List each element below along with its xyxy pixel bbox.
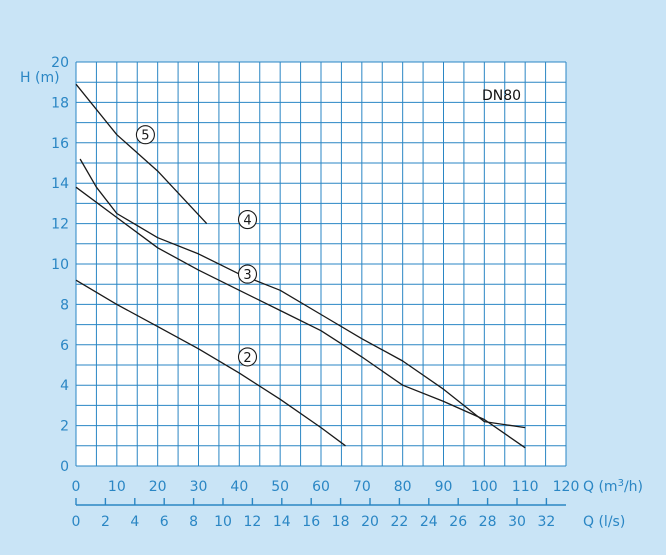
- svg-text:2: 2: [243, 351, 251, 366]
- y-tick-label: 8: [60, 297, 69, 313]
- svg-text:4: 4: [243, 214, 251, 229]
- curves: [75, 83, 526, 449]
- x2-tick-label: 22: [390, 514, 408, 530]
- curve-label-3: 3: [237, 264, 258, 284]
- svg-text:5: 5: [141, 129, 149, 144]
- curve-2: [75, 279, 346, 447]
- y-tick-label: 10: [51, 257, 69, 273]
- curve-3: [75, 186, 526, 449]
- x-tick-label: 40: [230, 479, 248, 495]
- x-tick-label: 110: [512, 479, 539, 495]
- x2-tick-label: 18: [332, 514, 350, 530]
- curve-label-4: 4: [237, 210, 258, 230]
- x2-tick-label: 12: [243, 514, 261, 530]
- curve-labels: 2 3 4 5: [135, 125, 258, 367]
- y-tick-label: 2: [60, 419, 69, 435]
- dn80-annotation: DN80: [482, 88, 521, 104]
- y-tick-label: 12: [51, 217, 69, 233]
- svg-text:3: 3: [243, 268, 251, 283]
- x2-tick-label: 0: [72, 514, 81, 530]
- x2-tick-label: 6: [160, 514, 169, 530]
- x-tick-label: 50: [271, 479, 289, 495]
- x-tick-label: 20: [149, 479, 167, 495]
- y-tick-label: 20: [51, 55, 69, 71]
- y-tick-label: 14: [51, 176, 69, 192]
- x-tick-label: 60: [312, 479, 330, 495]
- x2-tick-label: 30: [508, 514, 526, 530]
- x2-tick-label: 24: [420, 514, 438, 530]
- x-tick-label: 30: [190, 479, 208, 495]
- x2-tick-label: 2: [101, 514, 110, 530]
- x2-tick-label: 26: [449, 514, 467, 530]
- curve-4: [79, 158, 526, 429]
- x2-tick-label: 8: [189, 514, 198, 530]
- x-axis-label-flow-ls: Q (l/s): [583, 514, 625, 530]
- x2-tick-label: 28: [479, 514, 497, 530]
- x2-tick-label: 16: [302, 514, 320, 530]
- y-tick-label: 16: [51, 136, 69, 152]
- x-tick-label: 10: [108, 479, 126, 495]
- x2-tick-label: 20: [361, 514, 379, 530]
- x2-tick-label: 10: [214, 514, 232, 530]
- curve-label-2: 2: [237, 347, 258, 367]
- x-tick-label: 70: [353, 479, 371, 495]
- x2-tick-label: 4: [130, 514, 139, 530]
- x-tick-label: 80: [394, 479, 412, 495]
- y-tick-label: 6: [60, 338, 69, 354]
- curve-label-5: 5: [135, 125, 155, 145]
- x-tick-label: 100: [471, 479, 498, 495]
- x-tick-label: 90: [435, 479, 453, 495]
- x2-tick-label: 32: [537, 514, 555, 530]
- y-tick-label: 0: [60, 459, 69, 475]
- y-axis-label: H (m): [20, 70, 60, 86]
- x-tick-label: 120: [553, 479, 580, 495]
- x-axis-label-flow-m3h: Q (m3/h): [583, 478, 643, 495]
- x-tick-label: 0: [72, 479, 81, 495]
- y-tick-label: 18: [51, 95, 69, 111]
- grid: [75, 61, 567, 467]
- x2-tick-label: 14: [273, 514, 291, 530]
- curve-5: [75, 83, 208, 225]
- y-tick-label: 4: [60, 378, 69, 394]
